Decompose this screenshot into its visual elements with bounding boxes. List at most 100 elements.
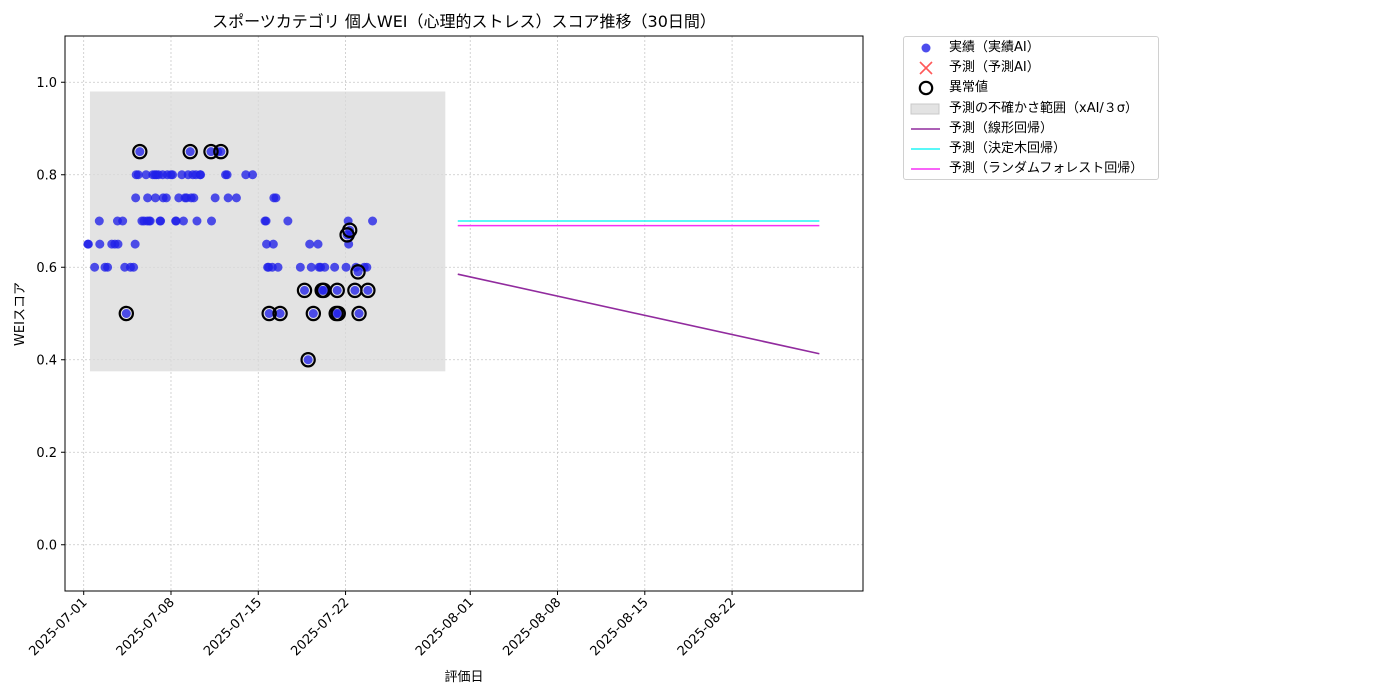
x-tick-label: 2025-07-01 — [26, 595, 90, 659]
actual-point — [192, 216, 202, 226]
actual-point — [223, 193, 233, 203]
uncertainty-band — [89, 91, 446, 372]
actual-point — [210, 193, 220, 203]
actual-point — [305, 239, 315, 249]
actual-point — [306, 262, 316, 272]
actual-point — [248, 170, 258, 180]
legend-label-actual: 実績（実績AI） — [949, 40, 1040, 55]
x-tick-label: 2025-07-22 — [288, 595, 352, 659]
x-tick-label: 2025-08-01 — [413, 595, 477, 659]
legend-label-tree: 予測（決定木回帰） — [949, 141, 1067, 156]
anomaly-ring — [360, 282, 376, 299]
actual-point — [207, 216, 217, 226]
actual-point — [185, 147, 195, 157]
actual-point — [231, 193, 241, 203]
actual-point — [83, 239, 93, 249]
y-tick-label: 0.8 — [36, 168, 57, 183]
actual-point — [262, 239, 272, 249]
actual-point — [133, 170, 143, 180]
y-tick-label: 0.6 — [36, 261, 57, 276]
legend-item-uncertainty: 予測の不確かさ範囲（xAI/３σ） — [904, 100, 1158, 118]
y-tick-label: 0.2 — [36, 446, 57, 461]
linear-line-swatch — [911, 128, 940, 130]
actual-point — [308, 309, 318, 318]
x-axis-label: 評価日 — [444, 670, 483, 685]
legend-item-tree: 予測（決定木回帰） — [904, 140, 1158, 158]
actual-point — [283, 216, 293, 226]
actual-point — [118, 216, 128, 226]
actual-point — [94, 216, 104, 226]
actual-point — [320, 262, 330, 272]
anomaly-ring — [213, 143, 229, 160]
anomaly-ring — [118, 305, 135, 322]
actual-point — [178, 216, 188, 226]
actual-point — [271, 193, 281, 203]
x-tick-label: 2025-08-08 — [500, 595, 564, 659]
actual-point — [90, 262, 100, 272]
legend-item-predicted: 予測（予測AI） — [904, 59, 1158, 77]
y-tick-label: 0.4 — [36, 353, 57, 368]
legend-item-actual: 実績（実績AI） — [904, 39, 1158, 57]
plot-area — [65, 36, 863, 591]
legend-item-forest: 予測（ランダムフォレスト回帰） — [904, 160, 1158, 178]
anomaly-ring — [300, 352, 316, 368]
actual-point — [129, 262, 139, 272]
actual-point — [131, 193, 141, 203]
legend-label-forest: 予測（ランダムフォレスト回帰） — [949, 161, 1144, 176]
x-tick-label: 2025-08-15 — [588, 595, 652, 659]
actual-point — [141, 170, 151, 180]
actual-point — [303, 355, 313, 365]
actual-point — [275, 309, 285, 318]
anomaly-ring — [182, 143, 198, 160]
anomaly-ring — [342, 222, 358, 238]
actual-point — [143, 193, 153, 203]
actual-point — [319, 285, 329, 295]
uncertainty-band-swatch — [910, 103, 940, 115]
legend-label-uncertainty: 予測の不確かさ範囲（xAI/３σ） — [949, 101, 1139, 116]
anomaly-ring — [132, 143, 148, 160]
anomaly-ring — [203, 143, 219, 160]
tree-line-swatch — [911, 148, 940, 150]
actual-point — [171, 216, 181, 226]
x-tick-label: 2025-07-08 — [114, 595, 178, 659]
y-tick-label: 1.0 — [36, 76, 57, 91]
actual-point — [341, 262, 351, 272]
anomaly-ring — [261, 305, 277, 322]
actual-point — [332, 285, 342, 295]
actual-point — [196, 170, 206, 180]
legend-label-linear: 予測（線形回帰） — [949, 121, 1054, 136]
actual-point — [261, 216, 271, 226]
anomaly-ring — [330, 305, 346, 322]
y-axis-label: WEIスコア — [13, 282, 28, 346]
chart-title: スポーツカテゴリ 個人WEI（心理的ストレス）スコア推移（30日間） — [212, 12, 716, 31]
anomaly-ring — [272, 305, 288, 322]
legend-item-linear: 予測（線形回帰） — [904, 120, 1158, 138]
anomaly-ring — [305, 305, 322, 322]
actual-point — [168, 170, 178, 180]
y-tick-label: 0.0 — [36, 538, 57, 553]
actual-marker-swatch — [921, 43, 931, 53]
actual-point — [95, 239, 105, 249]
actual-point — [113, 239, 123, 249]
actual-point — [206, 147, 216, 157]
predicted-x-swatch — [919, 61, 933, 75]
legend-label-predicted: 予測（予測AI） — [949, 60, 1040, 75]
anomaly-ring — [350, 264, 366, 280]
actual-point — [156, 216, 166, 226]
actual-point — [368, 216, 378, 226]
actual-point — [161, 193, 171, 203]
actual-point — [350, 285, 360, 295]
actual-point — [300, 285, 310, 295]
actual-point — [354, 309, 364, 318]
actual-point — [103, 262, 113, 272]
legend-label-anomaly: 異常値 — [949, 80, 989, 95]
linear-regression-line — [457, 273, 820, 355]
actual-point — [363, 285, 373, 295]
actual-point — [273, 262, 283, 272]
actual-point — [222, 170, 232, 180]
legend: 実績（実績AI） 予測（予測AI） 異常値 予測の不確かさ範囲（xAI/３σ） … — [903, 36, 1159, 180]
actual-point — [189, 193, 199, 203]
x-tick-label: 2025-07-15 — [201, 595, 265, 659]
actual-point — [216, 147, 226, 157]
